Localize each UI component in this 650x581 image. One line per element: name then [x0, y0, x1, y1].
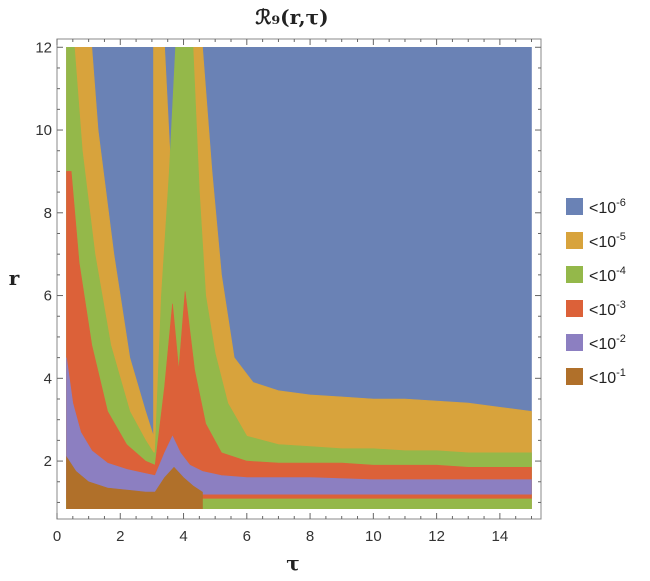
x-axis-label: τ: [286, 551, 299, 575]
legend-swatch: [566, 198, 583, 215]
legend-swatch: [566, 266, 583, 283]
x-tick-label: 14: [492, 528, 509, 545]
legend-swatch: [566, 334, 583, 351]
x-tick-label: 4: [179, 528, 187, 545]
x-tick-label: 10: [365, 528, 382, 545]
plot-area: 0 2 4 6 8 10 12 14 2 4 6 8 10 12: [35, 38, 542, 545]
y-tick-label: 4: [44, 370, 52, 387]
legend-label: <10-4: [589, 265, 626, 285]
y-axis-label: r: [9, 266, 20, 290]
legend-swatch: [566, 232, 583, 249]
legend-swatch: [566, 300, 583, 317]
contour-region-5-5: [66, 455, 203, 510]
y-tick-label: 2: [44, 453, 52, 470]
chart-title: ℛ₉(r,τ): [255, 5, 328, 29]
x-tick-label: 2: [116, 528, 124, 545]
legend-label: <10-5: [589, 231, 626, 251]
legend: <10-6 <10-5 <10-4 <10-3 <10-2 <10-1: [566, 197, 626, 387]
legend-label: <10-2: [589, 333, 626, 353]
y-tick-label: 8: [44, 205, 52, 222]
legend-label: <10-3: [589, 299, 626, 319]
x-tick-label: 12: [428, 528, 445, 545]
y-tick-label: 10: [35, 122, 52, 139]
plot-frame: [56, 38, 542, 520]
y-tick-label: 6: [44, 288, 52, 305]
legend-swatch: [566, 368, 583, 385]
y-tick-label: 12: [35, 39, 52, 56]
x-tick-label: 6: [243, 528, 251, 545]
x-tick-label: 8: [306, 528, 314, 545]
legend-label: <10-1: [589, 367, 626, 387]
x-tick-label: 0: [53, 528, 61, 545]
contour-regions: [66, 46, 532, 510]
contour-region-4-4: [66, 357, 532, 495]
y-axis: 2 4 6 8 10 12: [35, 39, 541, 503]
legend-label: <10-6: [589, 197, 626, 217]
contour-region-3-3: [66, 171, 532, 499]
x-axis: 0 2 4 6 8 10 12 14: [53, 39, 533, 545]
